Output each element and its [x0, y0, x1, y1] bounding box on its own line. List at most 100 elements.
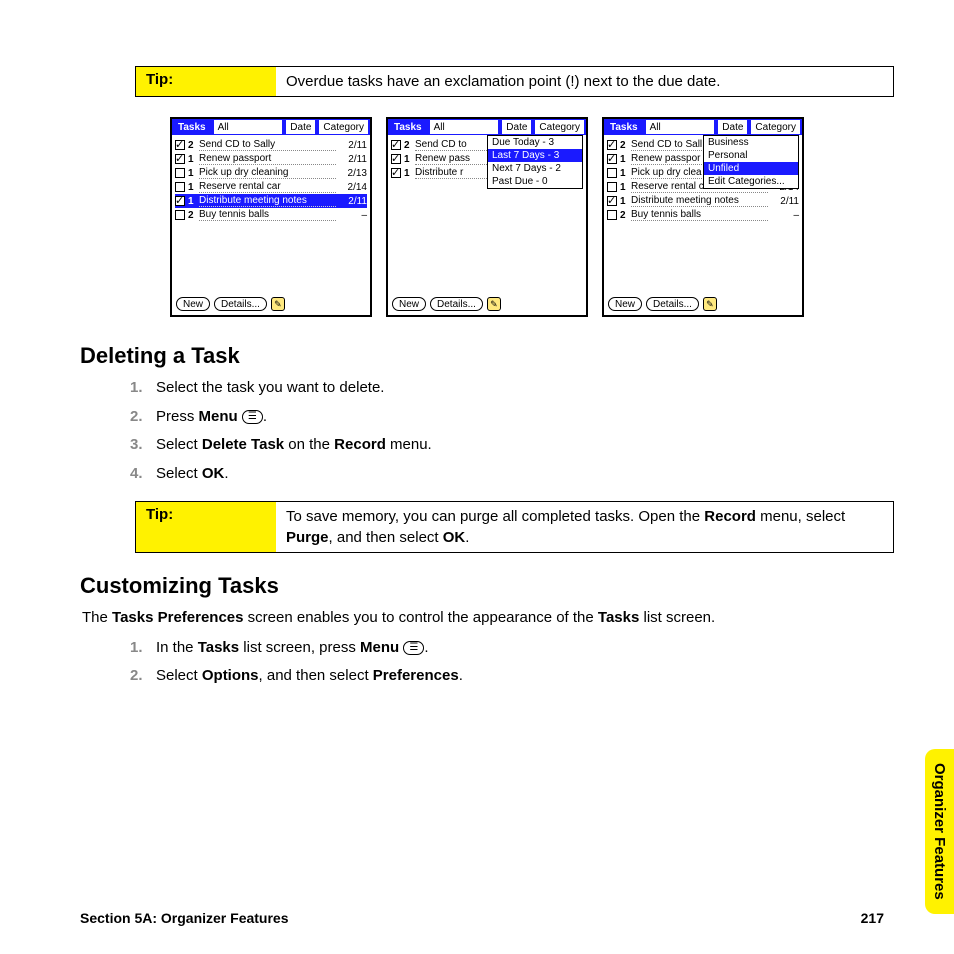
task-checkbox[interactable]	[175, 168, 185, 178]
task-checkbox[interactable]	[175, 182, 185, 192]
step-text: Select	[156, 436, 202, 453]
dropdown-option[interactable]: Next 7 Days - 2	[488, 162, 582, 175]
step-text: Select the task you want to delete.	[156, 379, 384, 396]
task-row[interactable]: 2Send CD to Sally2/11	[175, 138, 367, 152]
filter-all[interactable]: All	[213, 119, 284, 135]
new-button[interactable]: New	[392, 297, 426, 311]
task-priority: 2	[404, 140, 412, 151]
new-button[interactable]: New	[608, 297, 642, 311]
task-checkbox[interactable]	[607, 154, 617, 164]
dropdown-option[interactable]: Last 7 Days - 3	[488, 149, 582, 162]
task-date: –	[339, 210, 367, 221]
task-name: Buy tennis balls	[199, 209, 336, 221]
palm-footer: New Details... ✎	[388, 293, 586, 315]
para-bold: Tasks	[598, 609, 639, 626]
task-checkbox[interactable]	[175, 140, 185, 150]
filter-all[interactable]: All	[429, 119, 500, 135]
palm-title: Tasks	[388, 119, 428, 135]
step-1: In the Tasks list screen, press Menu ☰.	[130, 637, 894, 660]
filter-category[interactable]: Category	[534, 119, 585, 135]
task-row[interactable]: 1Pick up dry cleaning2/13	[175, 166, 367, 180]
step-text: list screen, press	[239, 639, 360, 656]
step-text: on the	[284, 436, 334, 453]
palm-footer: New Details... ✎	[172, 293, 370, 315]
task-name: Buy tennis balls	[631, 209, 768, 221]
task-checkbox[interactable]	[391, 168, 401, 178]
task-row[interactable]: 2Buy tennis balls–	[607, 208, 799, 222]
task-checkbox[interactable]	[607, 210, 617, 220]
palm-screen-3: Tasks All Date Category 2Send CD to Sall…	[602, 117, 804, 317]
task-date: –	[771, 210, 799, 221]
dropdown-option[interactable]: Unfiled	[704, 162, 798, 175]
task-priority: 2	[620, 140, 628, 151]
palm-screen-2: Tasks All Date Category 2Send CD to1Rene…	[386, 117, 588, 317]
task-priority: 2	[620, 210, 628, 221]
task-checkbox[interactable]	[175, 196, 185, 206]
filter-all[interactable]: All	[645, 119, 716, 135]
dropdown-option[interactable]: Past Due - 0	[488, 175, 582, 188]
task-priority: 1	[188, 168, 196, 179]
dropdown-option[interactable]: Business	[704, 136, 798, 149]
footer-page: 217	[861, 910, 884, 926]
step-4: Select OK.	[130, 463, 894, 486]
task-priority: 1	[620, 196, 628, 207]
filter-dropdown[interactable]: Due Today - 3Last 7 Days - 3Next 7 Days …	[487, 135, 583, 189]
task-checkbox[interactable]	[607, 196, 617, 206]
task-row[interactable]: 1Distribute meeting notes2/11	[607, 194, 799, 208]
step-text: Select	[156, 465, 202, 482]
filter-date[interactable]: Date	[285, 119, 316, 135]
note-icon[interactable]: ✎	[487, 297, 501, 311]
step-bold: Menu	[199, 408, 238, 425]
task-row[interactable]: 1Distribute meeting notes2/11	[175, 194, 367, 208]
note-icon[interactable]: ✎	[271, 297, 285, 311]
deleting-steps: Select the task you want to delete. Pres…	[130, 377, 894, 485]
task-checkbox[interactable]	[391, 154, 401, 164]
step-bold: Tasks	[198, 639, 239, 656]
task-checkbox[interactable]	[391, 140, 401, 150]
details-button[interactable]: Details...	[214, 297, 267, 311]
step-text: menu.	[386, 436, 432, 453]
task-checkbox[interactable]	[175, 210, 185, 220]
dropdown-option[interactable]: Due Today - 3	[488, 136, 582, 149]
task-row[interactable]: 1Reserve rental car2/14	[175, 180, 367, 194]
palm-body: 2Send CD to Sally2/111Renew passport2/11…	[172, 135, 370, 293]
tip-box-1: Tip: Overdue tasks have an exclamation p…	[135, 66, 894, 97]
task-row[interactable]: 1Renew passport2/11	[175, 152, 367, 166]
task-date: 2/14	[339, 182, 367, 193]
menu-icon: ☰	[242, 410, 263, 424]
filter-category[interactable]: Category	[750, 119, 801, 135]
tip-span: To save memory, you can purge all comple…	[286, 508, 704, 525]
task-row[interactable]: 2Buy tennis balls–	[175, 208, 367, 222]
para-span: The	[82, 609, 112, 626]
dropdown-option[interactable]: Personal	[704, 149, 798, 162]
new-button[interactable]: New	[176, 297, 210, 311]
tip-label: Tip:	[136, 67, 276, 96]
task-date: 2/11	[339, 140, 367, 151]
heading-customizing: Customizing Tasks	[80, 573, 894, 599]
task-checkbox[interactable]	[175, 154, 185, 164]
step-text: Select	[156, 667, 202, 684]
details-button[interactable]: Details...	[646, 297, 699, 311]
details-button[interactable]: Details...	[430, 297, 483, 311]
filter-date[interactable]: Date	[501, 119, 532, 135]
dropdown-option[interactable]: Edit Categories...	[704, 175, 798, 188]
menu-icon: ☰	[403, 641, 424, 655]
task-name: Reserve rental car	[199, 181, 336, 193]
step-bold: Delete Task	[202, 436, 284, 453]
task-checkbox[interactable]	[607, 182, 617, 192]
task-checkbox[interactable]	[607, 140, 617, 150]
tip-box-2: Tip: To save memory, you can purge all c…	[135, 501, 894, 553]
task-date: 2/11	[339, 154, 367, 165]
filter-date[interactable]: Date	[717, 119, 748, 135]
task-checkbox[interactable]	[607, 168, 617, 178]
task-priority: 1	[188, 196, 196, 207]
note-icon[interactable]: ✎	[703, 297, 717, 311]
step-text: , and then select	[259, 667, 373, 684]
task-priority: 1	[620, 182, 628, 193]
task-priority: 1	[620, 168, 628, 179]
task-priority: 1	[188, 154, 196, 165]
filter-category[interactable]: Category	[318, 119, 369, 135]
task-date: 2/13	[339, 168, 367, 179]
tip-span: menu, select	[756, 508, 845, 525]
filter-dropdown[interactable]: BusinessPersonalUnfiledEdit Categories..…	[703, 135, 799, 189]
